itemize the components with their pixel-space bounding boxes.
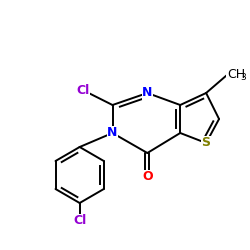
- Text: Cl: Cl: [73, 214, 86, 228]
- Text: Cl: Cl: [76, 84, 89, 96]
- Text: CH: CH: [227, 68, 245, 82]
- Text: N: N: [142, 86, 152, 100]
- Text: O: O: [142, 170, 153, 183]
- Text: 3: 3: [240, 74, 246, 82]
- Text: N: N: [107, 126, 118, 140]
- Text: S: S: [202, 136, 210, 149]
